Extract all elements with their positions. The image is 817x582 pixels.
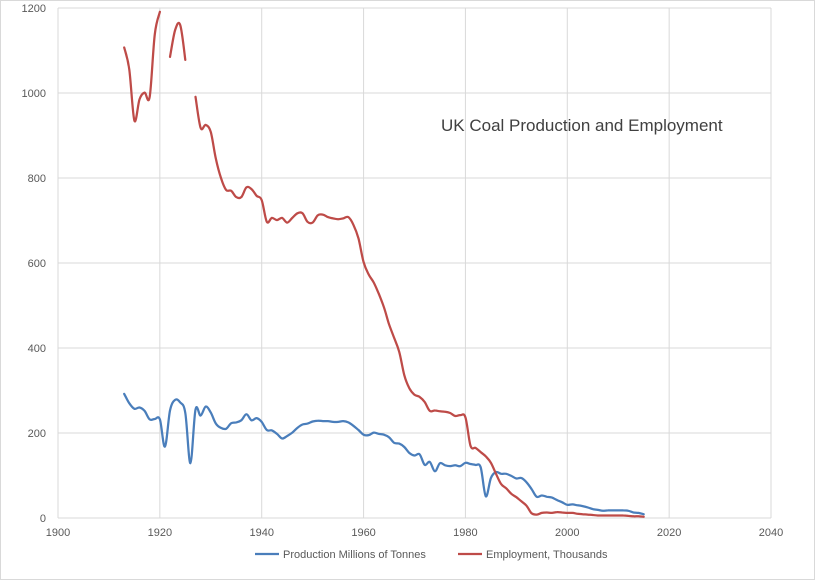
- legend: Production Millions of Tonnes Employment,…: [255, 549, 608, 561]
- series-line-1-segment-2: [194, 95, 645, 518]
- x-tick-label: 1980: [453, 527, 477, 539]
- series-line-0-segment-0: [123, 392, 645, 516]
- y-tick-label: 0: [40, 513, 46, 525]
- x-tick-label: 2040: [759, 527, 783, 539]
- series-line-1-segment-1: [168, 21, 187, 62]
- y-tick-label: 400: [28, 343, 46, 355]
- x-tick-label: 1940: [249, 527, 273, 539]
- x-tick-label: 2020: [657, 527, 681, 539]
- y-axis-ticks: 0 200 400 600 800 1000 1200: [22, 3, 46, 525]
- y-tick-label: 1000: [22, 88, 46, 100]
- x-tick-label: 2000: [555, 527, 579, 539]
- gridlines: [57, 7, 772, 519]
- series-line-1-segment-0: [123, 10, 162, 123]
- y-tick-label: 200: [28, 428, 46, 440]
- y-tick-label: 1200: [22, 3, 46, 15]
- x-tick-label: 1900: [46, 527, 70, 539]
- legend-label: Production Millions of Tonnes: [283, 549, 426, 561]
- x-tick-label: 1920: [148, 527, 172, 539]
- series-lines: [123, 10, 645, 518]
- chart-title: UK Coal Production and Employment: [441, 116, 723, 135]
- x-axis-ticks: 1900 1920 1940 1960 1980 2000 2020 2040: [46, 527, 783, 539]
- y-tick-label: 800: [28, 173, 46, 185]
- x-tick-label: 1960: [351, 527, 375, 539]
- legend-label: Employment, Thousands: [486, 549, 608, 561]
- y-tick-label: 600: [28, 258, 46, 270]
